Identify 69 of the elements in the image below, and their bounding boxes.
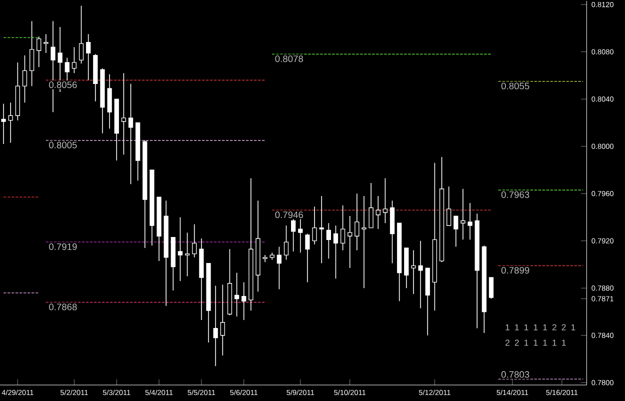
annotation: 2	[562, 324, 566, 330]
candlestick	[468, 202, 472, 240]
candlestick	[418, 240, 423, 309]
candlestick	[348, 216, 352, 268]
candlestick	[460, 188, 466, 240]
annotation: 1	[524, 324, 528, 330]
annotation: 2	[514, 340, 519, 346]
annotation: 0.8056	[49, 82, 77, 88]
annotation: 1	[515, 324, 519, 330]
annotation: 0.8005	[49, 142, 77, 148]
annotation: 0.7899	[501, 267, 530, 274]
annotation: 0.7868	[49, 304, 77, 310]
annotation: 1	[534, 340, 538, 346]
annotation: 0.7803	[501, 371, 530, 378]
annotation: 1	[543, 340, 547, 346]
candlestick	[354, 193, 360, 251]
annotation: 0.7946	[275, 211, 303, 218]
annotation: 1	[506, 324, 510, 330]
candlestick	[262, 254, 268, 263]
candlestick	[213, 285, 218, 366]
candlestick	[36, 36, 42, 68]
candlestick	[376, 196, 380, 230]
annotation: 1	[534, 324, 538, 330]
candlestick	[234, 272, 240, 317]
candlestick	[1, 103, 6, 144]
candlestick	[128, 83, 134, 185]
annotation: 0.7919	[49, 243, 77, 250]
candlestick	[454, 216, 458, 248]
candlestick	[242, 282, 246, 320]
candlestick	[30, 20, 34, 86]
annotation: 1	[543, 324, 547, 330]
candlestick	[312, 206, 317, 245]
annotation: 2	[505, 340, 510, 346]
annotation: 1	[552, 340, 556, 346]
annotation: 0.8078	[275, 56, 304, 62]
candlestick	[72, 46, 77, 74]
candlestick	[192, 224, 197, 258]
candlestick	[446, 186, 452, 226]
candlestick	[284, 225, 289, 260]
candlestick	[368, 182, 374, 228]
candlestick	[86, 34, 91, 81]
candlestick	[44, 34, 48, 54]
candlestick	[362, 196, 366, 289]
annotation: 1	[571, 324, 576, 330]
candlestick	[340, 205, 346, 251]
candlestick	[184, 232, 190, 277]
candlestick	[319, 196, 324, 264]
candlestick	[78, 5, 84, 64]
candlestick	[488, 277, 494, 300]
annotation: 1	[562, 340, 566, 346]
candlestick	[291, 216, 296, 252]
candlestick	[298, 218, 303, 254]
candlestick	[305, 233, 310, 283]
candlestick	[22, 54, 28, 104]
candlestick	[270, 252, 274, 260]
candlestick	[411, 250, 416, 294]
annotation: 0.7963	[501, 191, 530, 198]
candlestick	[121, 72, 126, 155]
candlestick	[382, 178, 388, 224]
candlestick	[8, 102, 13, 144]
candlestick	[107, 74, 112, 130]
candlestick	[178, 216, 183, 282]
candlestick	[333, 225, 338, 280]
annotation: 1	[524, 340, 528, 346]
candlestick	[276, 246, 282, 290]
annotation: 0.8055	[501, 82, 530, 90]
candlestick	[220, 284, 225, 356]
candlestick	[326, 222, 331, 259]
annotation: 2	[552, 324, 556, 330]
